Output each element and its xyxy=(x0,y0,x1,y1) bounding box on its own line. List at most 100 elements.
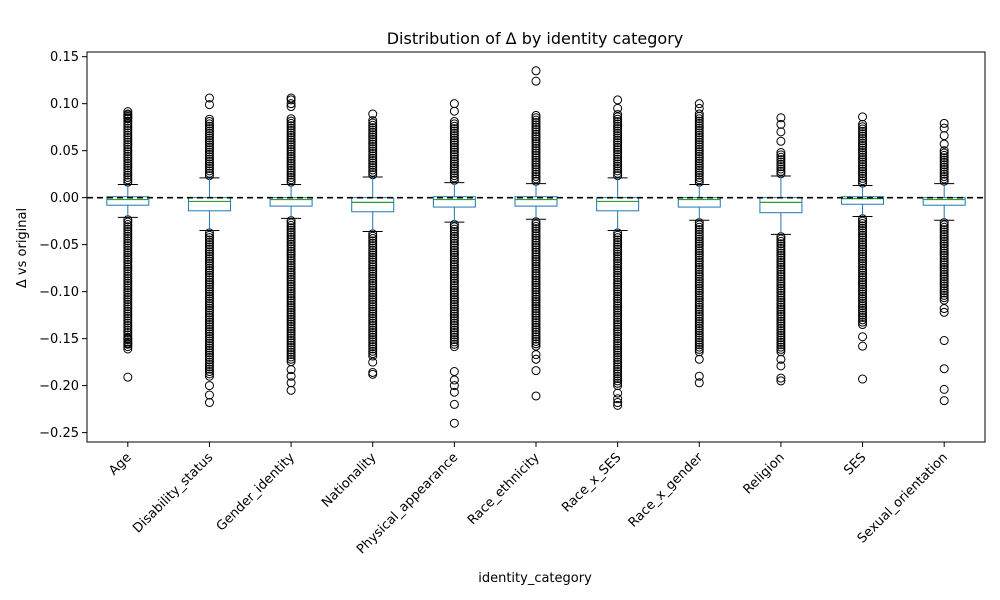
outlier-point xyxy=(368,259,378,269)
outlier-point xyxy=(939,169,949,179)
box xyxy=(351,197,395,213)
outlier-point xyxy=(123,264,133,274)
outlier-point xyxy=(449,281,459,291)
outlier-point xyxy=(204,357,214,367)
outlier-point xyxy=(286,352,296,362)
outlier-point xyxy=(286,272,296,282)
outlier-point xyxy=(204,145,214,155)
outlier-point xyxy=(858,275,868,285)
outlier-point xyxy=(286,253,296,263)
outlier-point xyxy=(368,332,378,342)
outlier-point xyxy=(858,296,868,306)
outlier-point xyxy=(939,274,949,284)
outlier-point xyxy=(449,238,459,248)
outlier-point xyxy=(858,126,868,136)
outlier-point xyxy=(613,308,623,318)
outlier-point xyxy=(286,93,296,103)
outlier-point xyxy=(858,258,868,268)
outlier-point xyxy=(531,233,541,243)
outlier-point xyxy=(123,137,133,147)
outlier-point xyxy=(449,330,459,340)
outlier-point xyxy=(204,352,214,362)
outlier-point xyxy=(123,135,133,145)
outlier-point xyxy=(204,345,214,355)
outlier-point xyxy=(204,249,214,259)
outlier-point xyxy=(531,259,541,269)
outlier-point xyxy=(613,114,623,124)
outlier-point xyxy=(204,256,214,266)
outlier-point xyxy=(858,308,868,318)
outlier-point xyxy=(123,252,133,262)
outlier-point xyxy=(368,156,378,166)
outlier-point xyxy=(123,269,133,279)
outlier-point xyxy=(286,158,296,168)
outlier-point xyxy=(613,376,623,386)
outlier-point xyxy=(449,133,459,143)
outlier-point xyxy=(694,236,704,246)
outlier-point xyxy=(123,144,133,154)
outlier-point xyxy=(776,321,786,331)
outlier-point xyxy=(449,313,459,323)
outlier-point xyxy=(694,319,704,329)
outlier-point xyxy=(613,263,623,273)
outlier-point xyxy=(286,267,296,277)
outlier-point xyxy=(286,151,296,161)
outlier-point xyxy=(204,277,214,287)
outlier-point xyxy=(776,272,786,282)
outlier-point xyxy=(368,346,378,356)
outlier-point xyxy=(776,113,786,123)
outlier-point xyxy=(776,316,786,326)
outlier-point xyxy=(613,317,623,327)
outlier-point xyxy=(694,227,704,237)
outlier-point xyxy=(858,332,868,342)
outlier-point xyxy=(776,164,786,174)
outlier-point xyxy=(204,242,214,252)
outlier-point xyxy=(449,117,459,127)
outlier-point xyxy=(204,265,214,275)
outlier-point xyxy=(368,269,378,279)
outlier-point xyxy=(858,305,868,315)
outlier-point xyxy=(449,309,459,319)
outlier-point xyxy=(776,279,786,289)
outlier-point xyxy=(204,159,214,169)
outlier-point xyxy=(286,251,296,261)
outlier-point xyxy=(531,76,541,86)
outlier-point xyxy=(449,306,459,316)
outlier-point xyxy=(858,150,868,160)
outlier-point xyxy=(123,234,133,244)
outlier-point xyxy=(694,262,704,272)
outlier-point xyxy=(368,118,378,128)
outlier-point xyxy=(694,265,704,275)
outlier-point xyxy=(858,315,868,325)
outlier-point xyxy=(613,242,623,252)
outlier-point xyxy=(694,170,704,180)
outlier-point xyxy=(449,138,459,148)
outlier-point xyxy=(368,351,378,361)
outlier-point xyxy=(286,230,296,240)
outlier-point xyxy=(368,309,378,319)
outlier-point xyxy=(286,239,296,249)
outlier-point xyxy=(939,269,949,279)
outlier-point xyxy=(531,282,541,292)
outlier-point xyxy=(613,128,623,138)
outlier-point xyxy=(531,334,541,344)
outlier-point xyxy=(449,156,459,166)
outlier-point xyxy=(858,287,868,297)
outlier-point xyxy=(613,251,623,261)
outlier-point xyxy=(286,242,296,252)
outlier-point xyxy=(368,137,378,147)
outlier-point xyxy=(939,172,949,182)
outlier-point xyxy=(776,150,786,160)
outlier-point xyxy=(613,142,623,152)
outlier-point xyxy=(694,260,704,270)
outlier-point xyxy=(286,279,296,289)
outlier-point xyxy=(939,283,949,293)
outlier-point xyxy=(531,226,541,236)
outlier-point xyxy=(449,367,459,377)
outlier-point xyxy=(204,362,214,372)
outlier-point xyxy=(939,288,949,298)
outlier-point xyxy=(449,262,459,272)
outlier-point xyxy=(123,140,133,150)
outlier-point xyxy=(449,299,459,309)
outlier-point xyxy=(123,285,133,295)
